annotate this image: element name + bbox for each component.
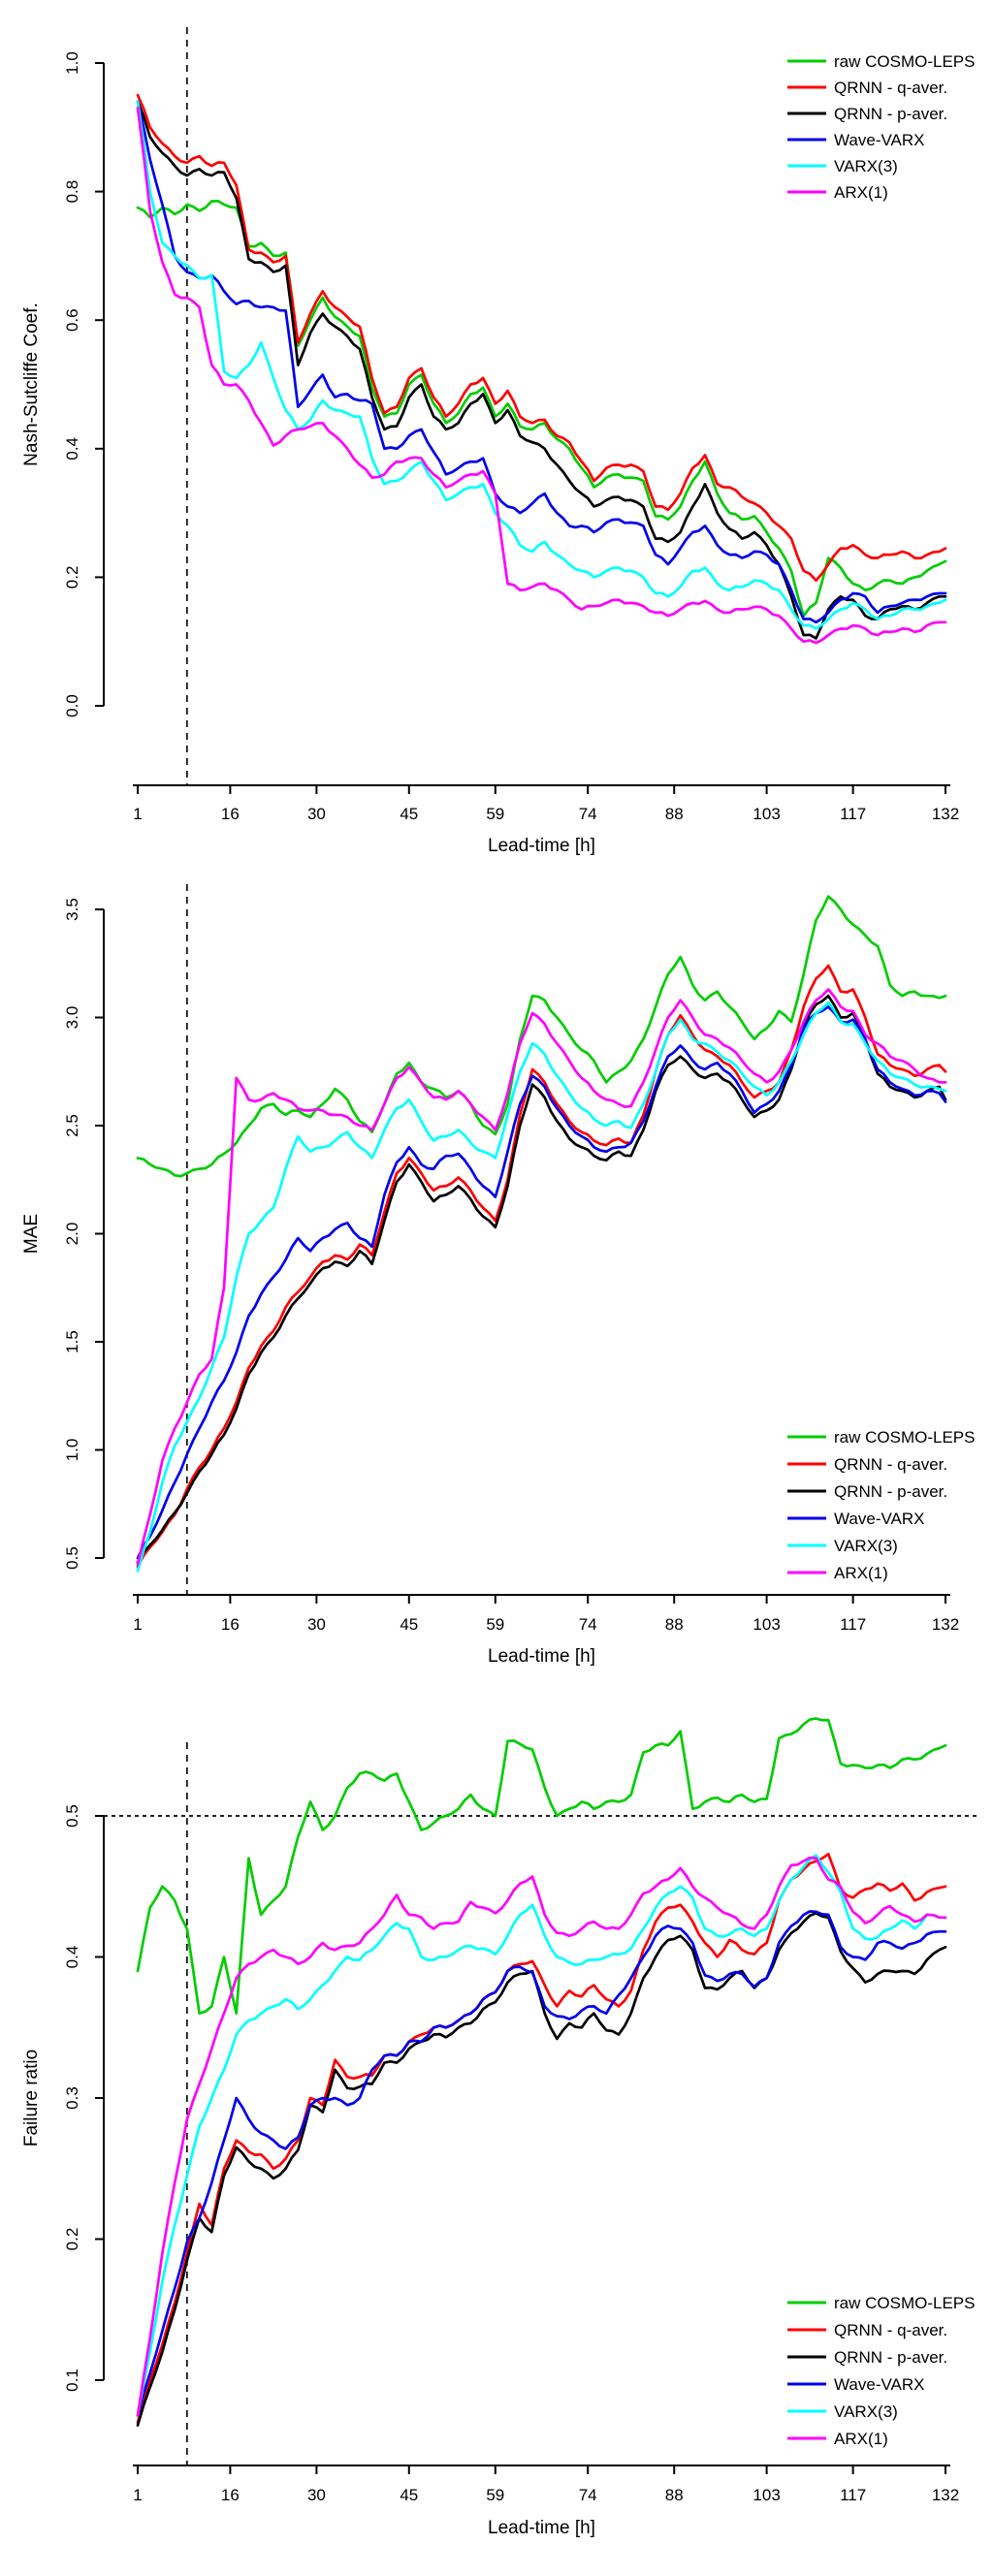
x-tick-label: 117 [840,1615,866,1634]
x-tick-label: 132 [932,1615,959,1634]
y-tick-label: 0.3 [63,2086,81,2110]
x-tick-label: 74 [579,1615,597,1634]
legend-label-wave-varx: Wave-VARX [834,2375,925,2394]
y-tick-label: 3.5 [63,898,81,921]
legend-label-qrnn-p-aver: QRNN - p-aver. [834,1482,947,1501]
legend-label-wave-varx: Wave-VARX [834,131,925,149]
legend-label-qrnn-q-aver: QRNN - q-aver. [834,2321,947,2339]
x-tick-label: 103 [753,2486,780,2504]
legend-label-qrnn-q-aver: QRNN - q-aver. [834,79,947,97]
y-tick-label: 2.5 [63,1114,81,1137]
y-tick-label: 0.1 [63,2369,81,2392]
series-line-arx-1 [136,107,947,645]
y-tick-label: 0.5 [63,1804,81,1828]
x-tick-label: 30 [307,2486,326,2504]
x-tick-label: 16 [221,1615,240,1634]
y-tick-label: 0.8 [63,180,81,204]
series-line-raw-cosmo-leps [136,1717,947,2016]
mae-chart: 0.5 1.0 1.5 2.0 2.5 3.0 3.5 MAE 1 16 30 45 59 74 88 103… [21,884,975,1667]
x-tick-label: 16 [221,2486,240,2504]
legend-label-varx-3: VARX(3) [834,1537,898,1555]
series-line-wave-varx [136,1910,947,2417]
x-tick-label: 117 [840,805,866,823]
series-line-arx-1 [136,988,947,1567]
y-tick-label: 2.0 [63,1223,81,1246]
x-tick-label: 74 [579,2486,597,2504]
x-tick-label: 1 [133,1615,142,1634]
x-tick-label: 117 [840,2486,866,2504]
x-tick-label: 59 [486,805,504,823]
x-tick-label: 45 [400,2486,418,2504]
series-line-raw-cosmo-leps [136,199,947,618]
x-tick-label: 59 [486,1615,504,1634]
series-line-varx-3 [136,1001,947,1573]
legend-label-arx-1: ARX(1) [834,1564,888,1582]
y-axis-title: MAE [21,1214,42,1254]
series-line-varx-3 [136,100,947,630]
y-tick-label: 1.5 [63,1330,81,1353]
panel-nash-sutcliffe: 0.0 0.2 0.4 0.6 0.8 1.0 Nash-Sutcliffe Coef. 1 1… [0,0,993,859]
x-tick-label: 132 [932,805,959,823]
y-tick-label: 1.0 [63,51,81,75]
x-axis-title: Lead-time [h] [488,2518,595,2538]
series-line-qrnn-q-aver [136,1852,947,2424]
series-line-varx-3 [136,1854,947,2417]
x-tick-label: 16 [221,805,240,823]
x-tick-label: 88 [665,1615,684,1634]
x-tick-label: 103 [753,1615,780,1634]
y-tick-label: 0.4 [63,1946,81,1969]
series-line-qrnn-p-aver [136,1912,947,2427]
x-tick-label: 1 [133,2486,142,2504]
y-tick-label: 0.2 [63,566,81,589]
y-axis-title: Nash-Sutcliffe Coef. [21,302,42,466]
failure-ratio-chart: 0.1 0.2 0.3 0.4 0.5 Failure ratio 1 16 30 45 59 74 8… [21,1717,977,2538]
series-line-qrnn-p-aver [136,100,947,640]
y-tick-label: 0.0 [63,694,81,717]
y-tick-label: 0.2 [63,2228,81,2251]
series-line-wave-varx [136,1005,947,1560]
legend-label-varx-3: VARX(3) [834,2402,898,2421]
legend-label-raw-cosmo-leps: raw COSMO-LEPS [834,2294,975,2312]
legend-label-wave-varx: Wave-VARX [834,1510,925,1528]
y-tick-label: 1.0 [63,1439,81,1462]
x-tick-label: 74 [579,805,597,823]
legend-label-qrnn-q-aver: QRNN - q-aver. [834,1455,947,1474]
legend-label-qrnn-p-aver: QRNN - p-aver. [834,2348,947,2367]
series-line-qrnn-q-aver [136,93,947,583]
x-tick-label: 103 [753,805,780,823]
y-axis-title: Failure ratio [21,2050,42,2147]
series-line-raw-cosmo-leps [136,895,947,1178]
y-tick-label: 3.0 [63,1006,81,1030]
x-tick-label: 45 [400,1615,418,1634]
y-tick-label: 0.6 [63,308,81,332]
series-line-arx-1 [136,1856,947,2417]
series-line-qrnn-q-aver [136,964,947,1569]
x-tick-label: 1 [133,805,142,823]
y-tick-label: 0.4 [63,437,81,461]
x-tick-label: 30 [307,805,326,823]
legend-label-arx-1: ARX(1) [834,2430,888,2448]
x-tick-label: 132 [932,2486,959,2504]
x-tick-label: 88 [665,2486,684,2504]
legend-label-qrnn-p-aver: QRNN - p-aver. [834,105,947,123]
x-tick-label: 30 [307,1615,326,1634]
series-line-qrnn-p-aver [136,994,947,1564]
legend-label-arx-1: ARX(1) [834,183,888,202]
legend-label-raw-cosmo-leps: raw COSMO-LEPS [834,1428,975,1447]
panel-failure-ratio: 0.1 0.2 0.3 0.4 0.5 Failure ratio 1 16 30 45 59 74 8… [0,1717,993,2576]
legend-label-raw-cosmo-leps: raw COSMO-LEPS [834,52,975,71]
x-axis-title: Lead-time [h] [488,1646,595,1667]
legend-label-varx-3: VARX(3) [834,157,898,175]
y-tick-label: 0.5 [63,1546,81,1570]
x-tick-label: 59 [486,2486,504,2504]
x-tick-label: 45 [400,805,418,823]
x-tick-label: 88 [665,805,684,823]
panel-mae: 0.5 1.0 1.5 2.0 2.5 3.0 3.5 MAE 1 16 30 45 59 74 88 103… [0,859,993,1717]
x-axis-title: Lead-time [h] [488,836,595,856]
series-line-wave-varx [136,100,947,624]
